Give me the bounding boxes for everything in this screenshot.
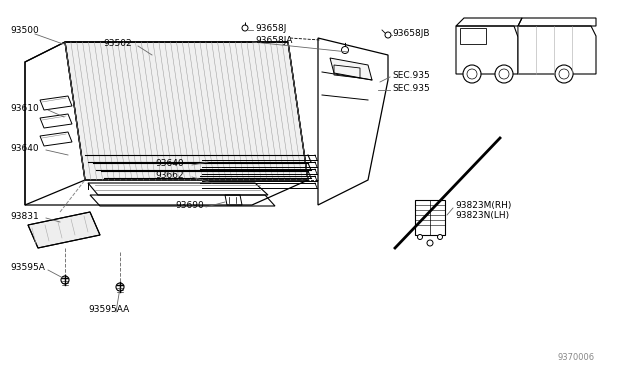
Circle shape [116,283,124,291]
Text: 93640: 93640 [155,158,184,167]
Circle shape [61,276,69,284]
Text: 93610: 93610 [10,103,39,112]
Text: 9370006: 9370006 [558,353,595,362]
Circle shape [385,32,391,38]
Circle shape [438,234,442,240]
Text: 93658J: 93658J [255,23,286,32]
Circle shape [555,65,573,83]
Text: 93658JA: 93658JA [255,35,292,45]
Text: 93662: 93662 [155,170,184,180]
Text: 93502: 93502 [103,38,132,48]
Circle shape [417,234,422,240]
Circle shape [463,65,481,83]
Polygon shape [65,42,308,180]
Polygon shape [28,212,100,248]
Circle shape [467,69,477,79]
Text: SEC.935: SEC.935 [392,83,429,93]
Text: 93595AA: 93595AA [88,305,129,314]
Text: 93500: 93500 [10,26,39,35]
Text: 93823N(LH): 93823N(LH) [455,211,509,219]
Circle shape [559,69,569,79]
Circle shape [242,25,248,31]
Circle shape [495,65,513,83]
Circle shape [427,240,433,246]
Polygon shape [330,58,372,80]
Text: 93690: 93690 [175,201,204,209]
Text: 93831: 93831 [10,212,39,221]
Text: 93823M(RH): 93823M(RH) [455,201,511,209]
Text: 93595A: 93595A [10,263,45,273]
Text: SEC.935: SEC.935 [392,71,429,80]
Text: 93658JB: 93658JB [392,29,429,38]
Text: 93640: 93640 [10,144,38,153]
Circle shape [499,69,509,79]
Circle shape [342,46,349,54]
